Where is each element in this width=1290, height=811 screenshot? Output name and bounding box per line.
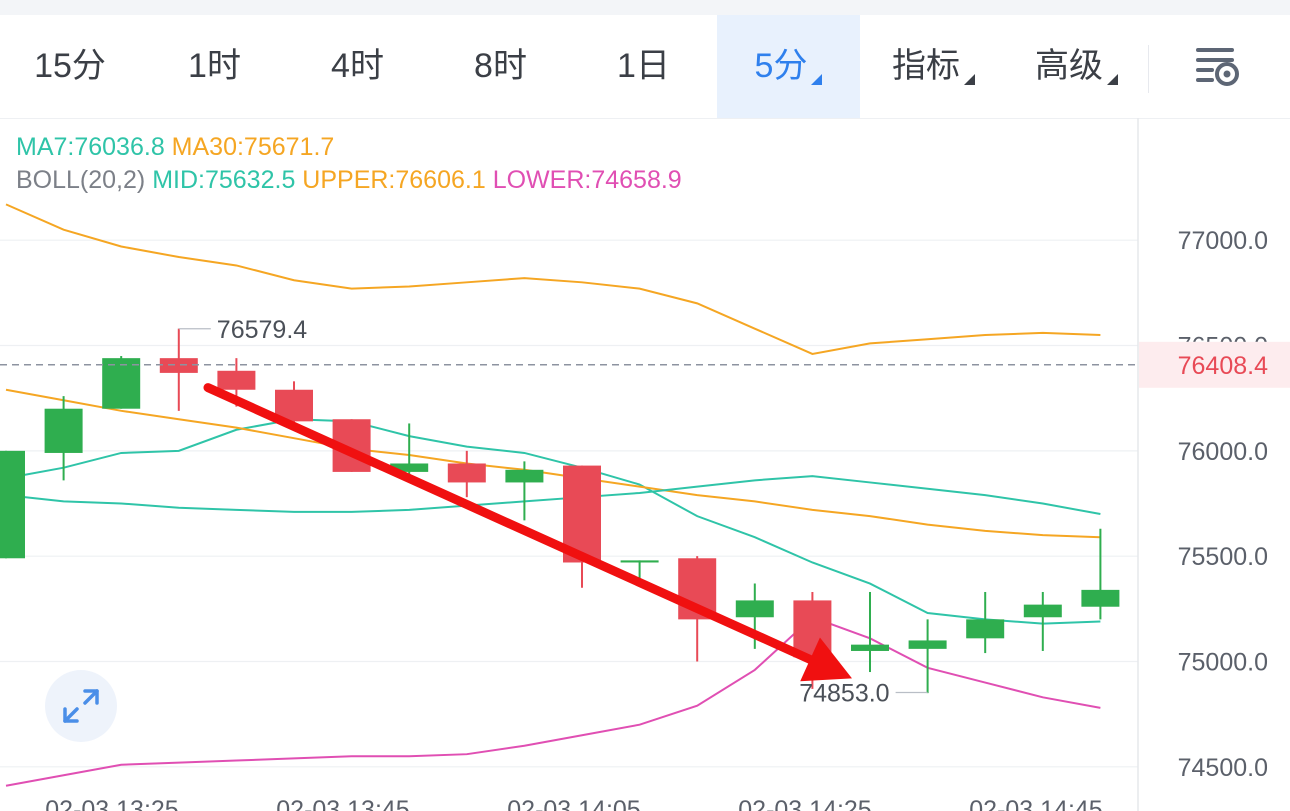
ma30-value: MA30:75671.7 xyxy=(171,133,335,161)
boll-upper-value: UPPER:76606.1 xyxy=(302,166,486,194)
tab-label: 5分 xyxy=(754,47,808,85)
price-tick-label: 75000.0 xyxy=(1178,648,1268,676)
candle xyxy=(908,619,947,694)
line-upper xyxy=(5,203,1101,355)
ma7-value: MA7:76036.8 xyxy=(16,133,165,161)
time-axis: 02-03 13:25 02-03 13:45 02-03 14:05 02-03 1… xyxy=(45,796,1102,811)
price-tick-label: 75500.0 xyxy=(1178,543,1268,571)
candles xyxy=(0,328,1120,694)
tab-15m[interactable]: 15分 xyxy=(0,15,140,118)
time-tick-label: 02-03 13:45 xyxy=(276,796,409,811)
candle-body xyxy=(735,600,774,618)
tab-label: 15分 xyxy=(34,47,106,85)
high-marker-label: 76579.4 xyxy=(217,316,307,344)
candle-body xyxy=(851,644,889,651)
tab-label: 4时 xyxy=(331,47,384,85)
candle-body xyxy=(0,450,25,559)
candle xyxy=(851,591,889,673)
line-mid xyxy=(5,475,1101,516)
dropdown-triangle-icon xyxy=(811,74,823,85)
candle-body xyxy=(390,463,429,472)
candle xyxy=(563,465,601,588)
line-lower xyxy=(5,616,1101,787)
candle-body xyxy=(159,358,198,373)
tab-4h[interactable]: 4时 xyxy=(286,15,429,118)
tab-label: 指标 xyxy=(892,47,960,85)
candle xyxy=(505,461,544,521)
candle-body xyxy=(505,469,544,483)
tab-divider xyxy=(1148,45,1149,93)
boll-lower-value: LOWER:74658.9 xyxy=(492,166,682,194)
current-price-label: 76408.4 xyxy=(1178,352,1268,380)
tab-8h[interactable]: 8时 xyxy=(429,15,572,118)
candle xyxy=(44,396,83,481)
candle-body xyxy=(44,408,83,453)
candle xyxy=(159,328,198,411)
candle-body xyxy=(447,463,486,483)
expand-icon xyxy=(63,689,99,723)
price-tick-label: 77000.0 xyxy=(1178,227,1268,255)
tab-1h[interactable]: 1时 xyxy=(143,15,286,118)
candlestick-chart[interactable]: 77000.076500.076000.075500.075000.074500… xyxy=(0,118,1290,811)
timeframe-tabs: 15分 1时 4时 8时 1日 5分 指标 高级 xyxy=(0,15,1290,119)
tab-advanced[interactable]: 高级 xyxy=(1005,15,1148,118)
trend-arrow xyxy=(203,383,852,682)
candle-body xyxy=(102,358,141,409)
trend-arrow-head xyxy=(800,637,852,682)
price-axis: 77000.076500.076000.075500.075000.074500… xyxy=(1178,227,1268,782)
low-marker-label: 74853.0 xyxy=(799,679,889,707)
tab-label: 8时 xyxy=(474,47,527,85)
ma-legend: MA7:76036.8 MA30:75671.7 xyxy=(16,133,334,162)
candle xyxy=(390,423,429,477)
status-strip xyxy=(0,0,1290,15)
price-markers: 76579.4 74853.0 xyxy=(0,316,1138,707)
candle xyxy=(1023,591,1062,651)
candle xyxy=(1081,528,1120,620)
tab-indicators[interactable]: 指标 xyxy=(862,15,1005,118)
expand-button[interactable] xyxy=(45,670,117,742)
boll-mid-value: MID:75632.5 xyxy=(152,166,296,194)
chart-settings-icon[interactable] xyxy=(1192,42,1244,90)
tab-1d[interactable]: 1日 xyxy=(572,15,715,118)
line-ma30 xyxy=(5,388,1101,539)
dropdown-triangle-icon xyxy=(1107,74,1118,85)
trend-arrow-shaft xyxy=(203,383,815,664)
candle xyxy=(447,450,486,498)
dropdown-triangle-icon xyxy=(964,74,975,85)
price-tick-label: 74500.0 xyxy=(1178,754,1268,782)
indicator-lines xyxy=(5,203,1101,787)
price-tick-label: 76000.0 xyxy=(1178,438,1268,466)
candle-body xyxy=(908,640,947,649)
candle-body xyxy=(966,619,1005,639)
boll-label: BOLL(20,2) xyxy=(16,166,146,194)
boll-legend: BOLL(20,2) MID:75632.5 UPPER:76606.1 LOW… xyxy=(16,166,682,195)
candle-body xyxy=(1081,589,1120,607)
tab-label: 1时 xyxy=(188,47,241,85)
candle-body xyxy=(620,560,659,563)
time-tick-label: 02-03 14:45 xyxy=(969,796,1102,811)
candle-body xyxy=(1023,604,1062,618)
time-tick-label: 02-03 14:25 xyxy=(738,796,871,811)
tab-label: 1日 xyxy=(617,47,670,85)
time-tick-label: 02-03 14:05 xyxy=(507,796,640,811)
candle-body xyxy=(217,370,256,390)
candle xyxy=(966,591,1005,654)
current-price-tag: 76408.4 xyxy=(1139,341,1290,388)
tab-label: 高级 xyxy=(1035,47,1103,85)
line-ma7 xyxy=(5,418,1101,625)
tab-5m[interactable]: 5分 xyxy=(717,15,860,118)
current-price-tag-bg xyxy=(1139,341,1290,388)
candle xyxy=(0,450,25,559)
candle xyxy=(102,356,141,409)
candle xyxy=(620,560,659,580)
time-tick-label: 02-03 13:25 xyxy=(45,796,178,811)
